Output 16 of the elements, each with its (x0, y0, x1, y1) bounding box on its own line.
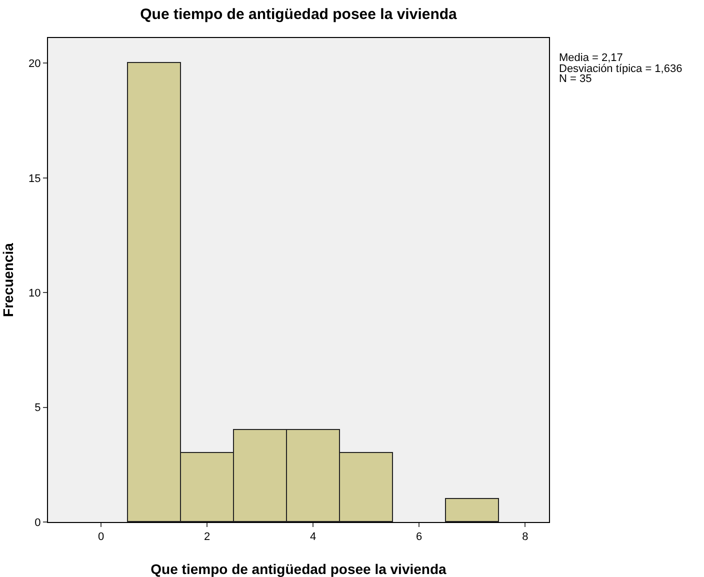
y-tick-label: 10 (28, 287, 41, 300)
y-axis-title: Frecuencia (0, 242, 16, 317)
x-tick-label: 6 (416, 531, 422, 544)
y-tick-label: 5 (34, 402, 41, 414)
text: Desviación típica = 1,636 (559, 63, 682, 75)
text: Media = 2,17 (559, 52, 623, 64)
y-tick-label: 20 (28, 58, 41, 70)
chart-title: Que tiempo de antigüedad posee la vivienda (140, 6, 458, 24)
x-tick-label: 0 (98, 531, 104, 544)
y-tick-label: 15 (28, 172, 41, 185)
x-tick-label: 4 (310, 531, 316, 544)
x-tick-label: 2 (204, 531, 210, 544)
y-tick-label: 0 (34, 516, 41, 529)
x-tick-label: 8 (522, 531, 528, 544)
x-axis-title: Que tiempo de antigüedad posee la vivienda (150, 561, 447, 577)
text: N = 35 (559, 73, 592, 85)
